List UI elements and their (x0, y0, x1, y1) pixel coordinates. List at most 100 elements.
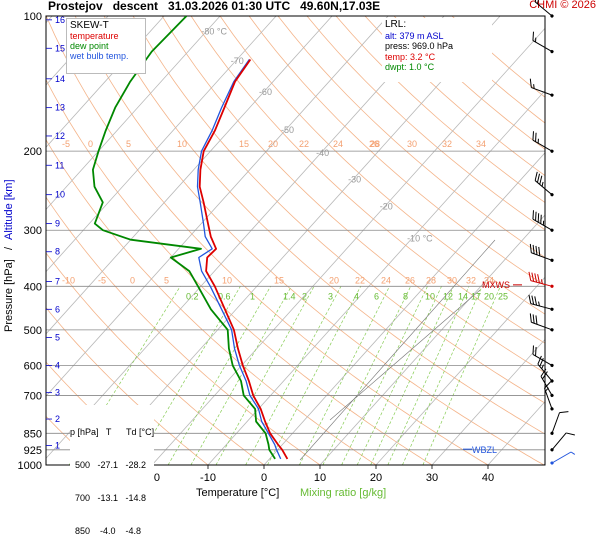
wind-barb (540, 368, 554, 397)
wind-barb (532, 210, 554, 232)
mixing-ratio-label: 20 (484, 291, 494, 301)
legend: SKEW-T temperature dew point wet bulb te… (66, 18, 146, 74)
mixing-ratio-line (215, 286, 315, 465)
y-axis-label-altitude: Altitude [km] (3, 179, 15, 240)
adiabat-label: 26 (405, 275, 415, 285)
wind-barb (529, 243, 554, 262)
adiabat-label: 0 (130, 275, 135, 285)
barb-dot (550, 14, 554, 18)
pressure-tick-label: 200 (24, 146, 42, 158)
altitude-tick-label: 15 (55, 43, 65, 53)
barb-dot (550, 193, 554, 197)
dry-adiabat (422, 16, 545, 124)
barb-half-flag (538, 301, 540, 307)
pressure-tick-label: 700 (24, 390, 42, 402)
isotherm-label: -30 (348, 175, 361, 185)
barb-dot (550, 363, 554, 367)
barb-dot (550, 149, 554, 153)
adiabat-label: 10 (177, 139, 187, 149)
mixing-ratio-label: 3 (328, 291, 333, 301)
barb-flag (535, 315, 538, 325)
barb-flag (532, 244, 535, 254)
altitude-tick-label: 5 (55, 332, 60, 342)
wind-barb (532, 31, 554, 54)
adiabat-label: 22 (299, 139, 309, 149)
mixing-ratio-label: 17 (471, 291, 481, 301)
lrl-temp: temp: 3.2 °C (385, 51, 436, 62)
mixing-ratio-label: 4 (354, 291, 359, 301)
barb-flag (538, 246, 541, 256)
pressure-tick-label: 925 (24, 445, 42, 457)
mixing-ratio-label: 14 (458, 291, 468, 301)
mixing-ratio-line (387, 286, 470, 465)
mixing-ratio-line (402, 286, 483, 465)
isotherm (263, 152, 545, 465)
mixing-ratio-label: 0.6 (218, 291, 231, 301)
mxws-tag: MXWS (482, 280, 510, 290)
isotherm (375, 276, 545, 465)
barb-staff (534, 180, 553, 196)
x-tick-label: 40 (482, 472, 494, 484)
lrl-press: press: 969.0 hPa (385, 41, 454, 51)
adiabat-label: 34 (484, 275, 494, 285)
y-axis-separator: / (3, 246, 15, 250)
table-row: 700 -13.1 -14.8 (70, 493, 147, 503)
mixing-ratio-label: 1 (250, 291, 255, 301)
dry-adiabat (306, 16, 545, 231)
adiabat-label: -5 (98, 275, 106, 285)
mixing-ratio-line (167, 286, 271, 465)
altitude-tick-label: 6 (55, 304, 60, 314)
barb-staff (551, 412, 560, 434)
dry-adiabat (161, 16, 545, 374)
adiabat-label: 30 (407, 139, 417, 149)
wind-barb (544, 381, 554, 411)
altitude-tick-label: 3 (55, 388, 60, 398)
mixing-ratio-line (356, 286, 442, 465)
barb-flag (528, 294, 532, 304)
isotherm-label: -20 (380, 202, 393, 212)
barb-flag (529, 78, 532, 88)
isotherm (46, 16, 445, 459)
barb-half-flag (542, 220, 545, 226)
pressure-tick-label: 400 (24, 281, 42, 293)
wind-barb (529, 313, 554, 332)
x-tick-label: 0 (261, 472, 267, 484)
wind-barbs (528, 0, 576, 465)
wind-barb (537, 355, 554, 383)
adiabat-label: 32 (442, 139, 452, 149)
altitude-tick-label: 16 (55, 15, 65, 25)
dry-adiabat (335, 16, 545, 204)
wind-barb (528, 294, 554, 311)
barb-flag (536, 0, 541, 4)
barb-flag (559, 411, 569, 414)
altitude-tick-label: 11 (55, 160, 64, 170)
isotherm (431, 338, 545, 465)
isotherm (543, 463, 545, 465)
isotherm-label: -40 (316, 148, 329, 158)
dry-adiabat (74, 16, 545, 465)
altitude-tick-label: 2 (55, 414, 60, 424)
wind-barb (550, 451, 576, 465)
legend-item-temperature: temperature (70, 31, 119, 41)
barb-staff (532, 40, 553, 53)
barb-flag (535, 245, 538, 255)
mixing-ratio-line (245, 286, 342, 465)
legend-item-dewpoint: dew point (70, 41, 109, 51)
temperature-line (198, 58, 289, 460)
barb-flag (532, 210, 534, 220)
isotherm (319, 214, 545, 465)
skewt-chart: -80 °C-70-60-50-40-30-20-10 °C-5 0 5 10 15 20… (3, 0, 576, 499)
background-lines: -80 °C-70-60-50-40-30-20-10 °C-5 0 5 10 15 20… (46, 16, 545, 465)
mixing-ratio-label: 1.4 (283, 291, 296, 301)
barb-staff (532, 218, 553, 231)
credit-label: CHMI © 2026 (529, 0, 596, 11)
adiabat-label: 22 (355, 275, 365, 285)
adiabat-label: 20 (268, 139, 278, 149)
barb-flag (539, 175, 543, 185)
isotherm-label: -50 (281, 125, 294, 135)
barb-dot (550, 284, 554, 288)
adiabat-label: 5 (126, 139, 131, 149)
adiabat-label: -10 (62, 275, 75, 285)
barb-flag (542, 371, 548, 380)
barb-flag (532, 345, 534, 355)
